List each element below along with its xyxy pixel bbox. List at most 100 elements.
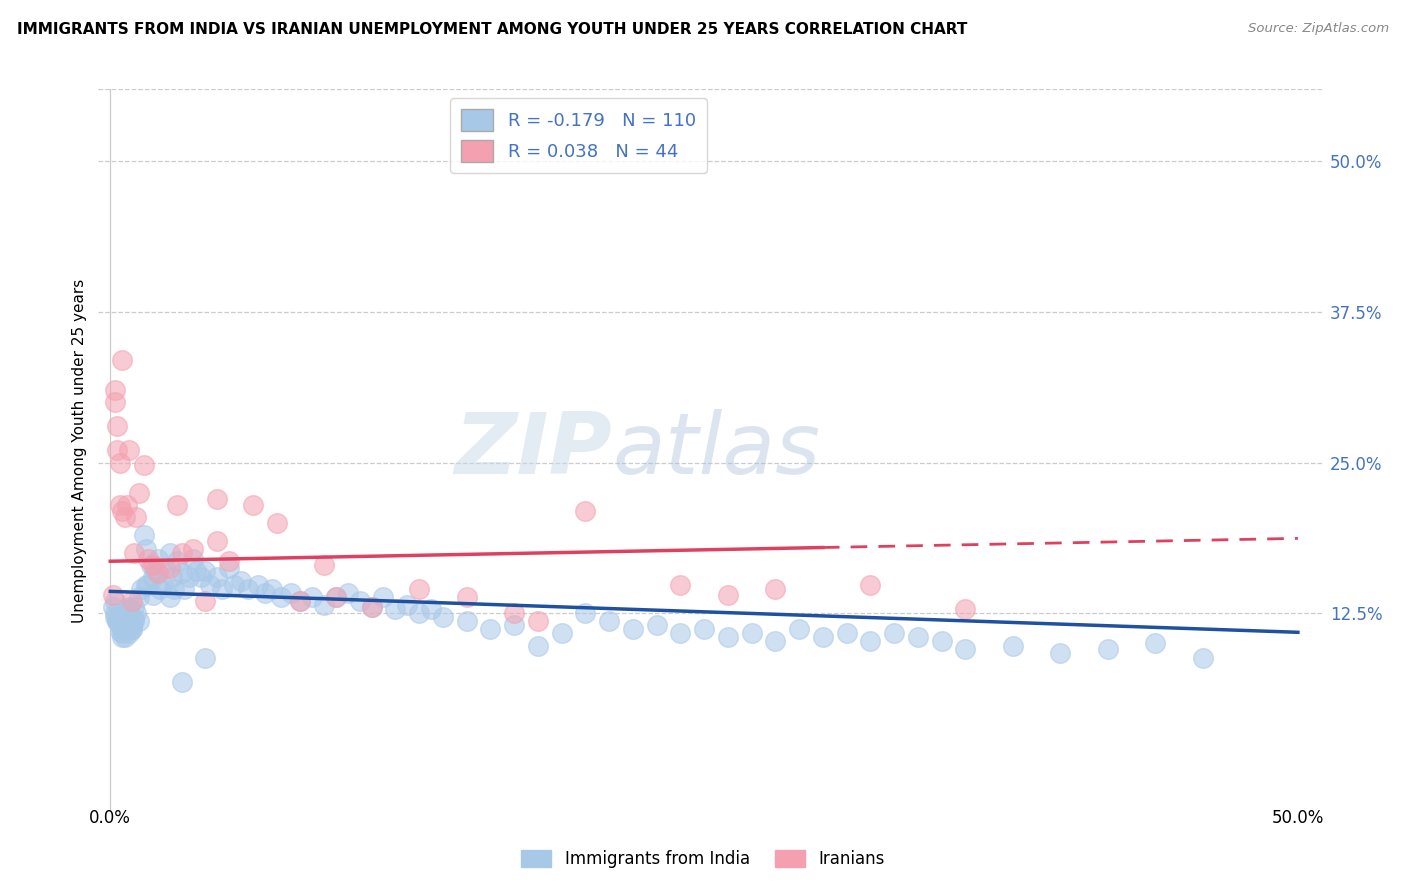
Point bbox=[121, 622, 143, 636]
Point bbox=[101, 599, 124, 614]
Point bbox=[270, 591, 292, 605]
Point bbox=[118, 602, 141, 616]
Point bbox=[360, 599, 382, 614]
Text: 50.0%: 50.0% bbox=[1271, 809, 1324, 827]
Point bbox=[955, 602, 977, 616]
Point bbox=[859, 633, 882, 648]
Point bbox=[1192, 650, 1215, 665]
Point bbox=[166, 554, 188, 568]
Point bbox=[266, 516, 288, 530]
Point bbox=[128, 591, 150, 605]
Point bbox=[550, 626, 572, 640]
Point bbox=[194, 650, 217, 665]
Point bbox=[325, 591, 347, 605]
Point bbox=[420, 602, 443, 616]
Point bbox=[835, 626, 858, 640]
Point bbox=[135, 542, 157, 557]
Point bbox=[669, 626, 692, 640]
Point bbox=[125, 509, 148, 524]
Point bbox=[574, 606, 596, 620]
Point bbox=[170, 546, 193, 560]
Point bbox=[122, 546, 145, 560]
Point bbox=[107, 419, 129, 434]
Point bbox=[717, 630, 740, 644]
Point bbox=[194, 594, 217, 608]
Point bbox=[360, 599, 382, 614]
Point bbox=[142, 558, 165, 572]
Point bbox=[312, 558, 335, 572]
Point bbox=[166, 498, 188, 512]
Point bbox=[121, 594, 143, 608]
Point bbox=[741, 626, 763, 640]
Point bbox=[128, 615, 150, 629]
Point bbox=[527, 615, 550, 629]
Point bbox=[108, 612, 131, 626]
Point bbox=[146, 551, 169, 566]
Point bbox=[246, 578, 269, 592]
Point bbox=[160, 570, 183, 584]
Point bbox=[373, 591, 395, 605]
Point bbox=[883, 626, 905, 640]
Point bbox=[122, 612, 145, 626]
Text: Source: ZipAtlas.com: Source: ZipAtlas.com bbox=[1249, 22, 1389, 36]
Point bbox=[183, 551, 205, 566]
Point bbox=[184, 564, 207, 578]
Point bbox=[115, 618, 138, 632]
Point bbox=[290, 594, 312, 608]
Point bbox=[107, 443, 129, 458]
Point bbox=[408, 606, 430, 620]
Point bbox=[111, 353, 134, 368]
Point bbox=[645, 618, 668, 632]
Point bbox=[811, 630, 834, 644]
Point bbox=[114, 630, 136, 644]
Point bbox=[336, 585, 359, 599]
Point bbox=[118, 626, 141, 640]
Point bbox=[669, 578, 692, 592]
Point bbox=[290, 594, 312, 608]
Point bbox=[177, 570, 200, 584]
Point bbox=[598, 615, 620, 629]
Point bbox=[104, 384, 127, 398]
Point bbox=[125, 606, 148, 620]
Point bbox=[111, 626, 134, 640]
Point bbox=[118, 443, 141, 458]
Point bbox=[396, 598, 419, 612]
Legend: Immigrants from India, Iranians: Immigrants from India, Iranians bbox=[515, 843, 891, 875]
Point bbox=[132, 458, 155, 472]
Point bbox=[1001, 639, 1024, 653]
Point bbox=[574, 503, 596, 517]
Point bbox=[115, 618, 138, 632]
Y-axis label: Unemployment Among Youth under 25 years: Unemployment Among Youth under 25 years bbox=[72, 278, 87, 623]
Point bbox=[145, 564, 167, 578]
Point bbox=[104, 606, 127, 620]
Point bbox=[121, 622, 143, 636]
Point bbox=[101, 588, 124, 602]
Point bbox=[717, 588, 740, 602]
Point bbox=[107, 612, 129, 626]
Point bbox=[693, 622, 716, 636]
Point bbox=[325, 591, 347, 605]
Point bbox=[222, 578, 245, 592]
Point bbox=[859, 578, 882, 592]
Point bbox=[159, 591, 181, 605]
Point bbox=[907, 630, 929, 644]
Text: atlas: atlas bbox=[612, 409, 820, 492]
Point bbox=[205, 570, 228, 584]
Text: 0.0%: 0.0% bbox=[90, 809, 131, 827]
Point bbox=[280, 585, 302, 599]
Point bbox=[236, 582, 259, 596]
Point bbox=[115, 622, 138, 636]
Point bbox=[129, 582, 152, 596]
Point bbox=[104, 395, 127, 409]
Point bbox=[159, 546, 181, 560]
Point bbox=[527, 639, 550, 653]
Point bbox=[1097, 642, 1119, 657]
Point bbox=[111, 622, 134, 636]
Point bbox=[146, 566, 169, 581]
Point bbox=[190, 570, 212, 584]
Point bbox=[763, 633, 786, 648]
Point bbox=[432, 609, 454, 624]
Point bbox=[211, 582, 233, 596]
Point bbox=[198, 578, 221, 592]
Point bbox=[955, 642, 977, 657]
